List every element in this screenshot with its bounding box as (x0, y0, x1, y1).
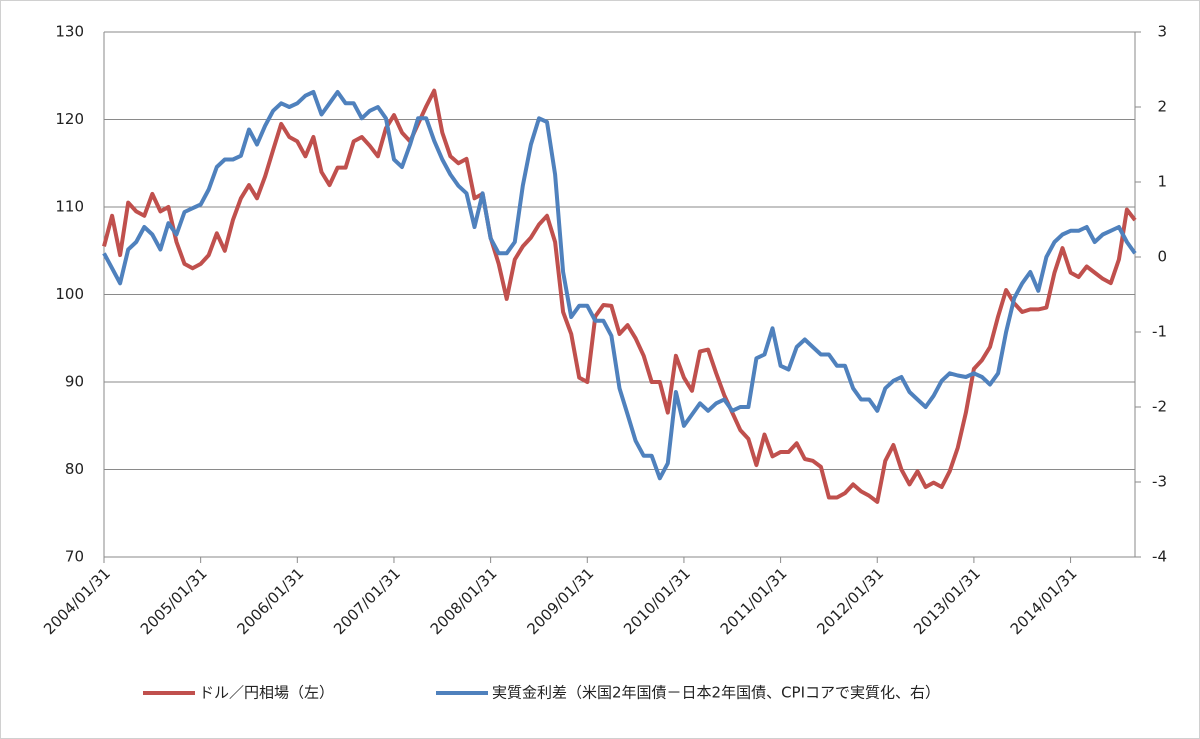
series-line (102, 88, 1137, 504)
legend-label: 実質金利差（米国2年国債－日本2年国債、CPIコアで実質化、右） (492, 684, 940, 702)
y2-tick-label: -4 (1152, 548, 1167, 566)
y-tick-label: 100 (55, 285, 84, 303)
y2-tick-label: -2 (1152, 398, 1167, 416)
y-tick-label: 110 (55, 198, 84, 216)
y2-tick-label: 2 (1157, 98, 1167, 116)
series-line (102, 90, 1137, 481)
y2-tick-label: 0 (1157, 248, 1167, 266)
y2-tick-label: 3 (1157, 23, 1167, 41)
y-tick-label: 120 (55, 110, 84, 128)
y2-tick-label: -1 (1152, 323, 1167, 341)
y-tick-label: 90 (65, 373, 84, 391)
legend-label: ドル／円相場（左） (199, 684, 334, 702)
y-tick-label: 70 (65, 548, 84, 566)
y2-tick-label: -3 (1152, 473, 1167, 491)
y-tick-label: 80 (65, 460, 84, 478)
y2-tick-label: 1 (1157, 173, 1167, 191)
y-tick-label: 130 (55, 23, 84, 41)
